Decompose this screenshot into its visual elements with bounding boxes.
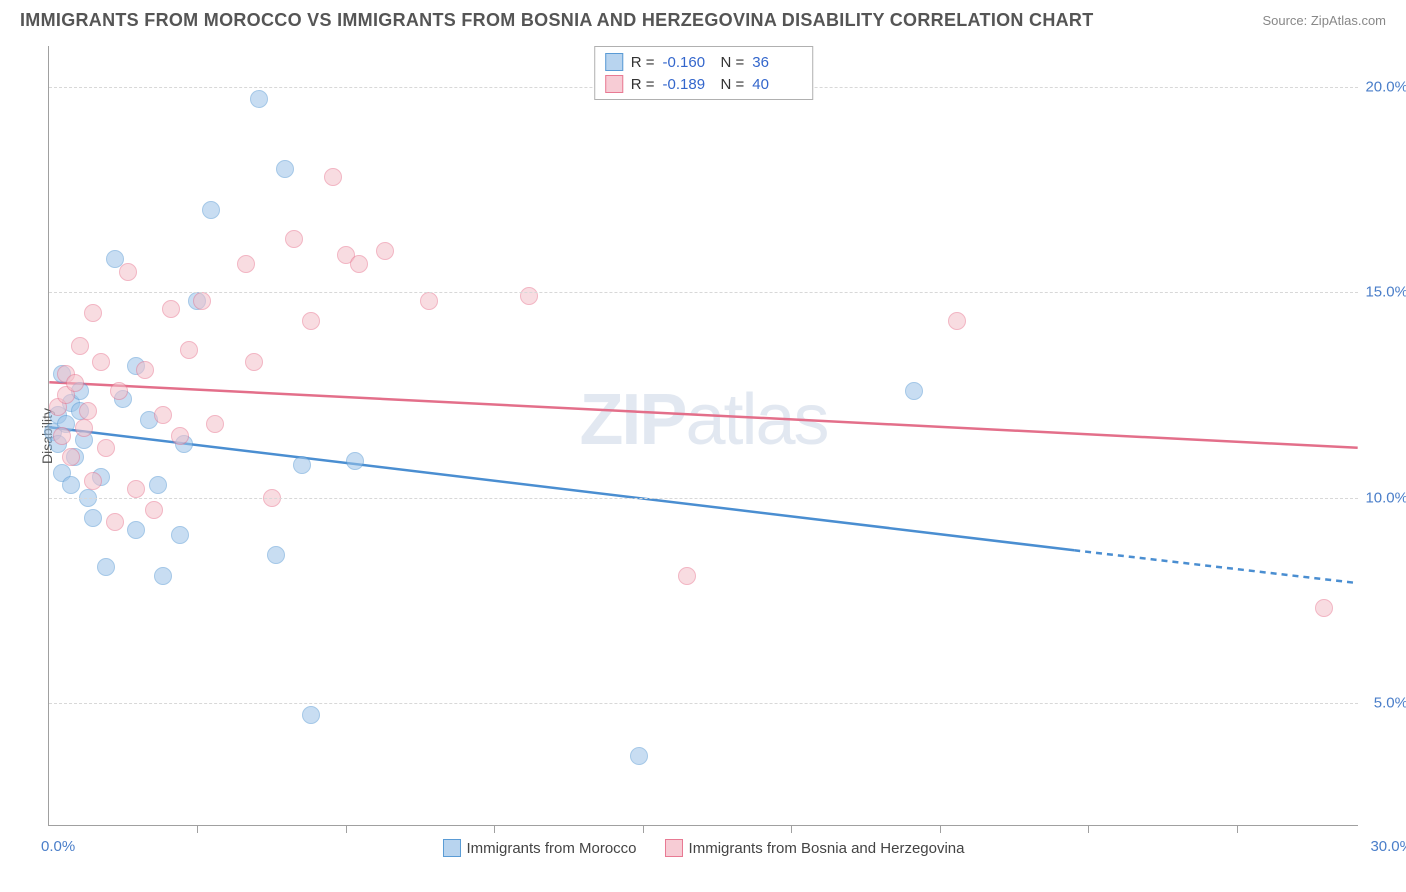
data-point [119,263,137,281]
data-point [154,406,172,424]
data-point [75,419,93,437]
data-point [62,448,80,466]
data-point [53,427,71,445]
legend-series: Immigrants from Morocco Immigrants from B… [442,839,964,857]
data-point [97,558,115,576]
n-value: 40 [752,76,802,93]
legend-label: Immigrants from Morocco [466,840,636,857]
data-point [171,427,189,445]
gridline [49,292,1358,293]
x-tick [197,825,198,833]
data-point [62,476,80,494]
legend-stat-row: R = -0.160 N = 36 [605,51,803,73]
data-point [630,747,648,765]
data-point [84,304,102,322]
data-point [293,456,311,474]
data-point [206,415,224,433]
data-point [202,201,220,219]
legend-swatch [442,839,460,857]
data-point [180,341,198,359]
plot-frame: Disability ZIPatlas R =-0.160N =36R =-0.… [48,46,1358,826]
legend-swatch [605,75,623,93]
y-tick-label: 10.0% [1365,489,1406,506]
data-point [302,706,320,724]
data-point [79,402,97,420]
data-point [110,382,128,400]
legend-swatch [665,839,683,857]
data-point [193,292,211,310]
data-point [948,312,966,330]
legend-stats: R = -0.160 N = 36 R = -0.189 N = 40 [594,46,814,100]
legend-stat-row: R = -0.189 N = 40 [605,73,803,95]
data-point [276,160,294,178]
trend-lines [49,46,1358,825]
y-tick-label: 15.0% [1365,284,1406,301]
x-tick [791,825,792,833]
data-point [285,230,303,248]
n-label: N = [721,54,745,71]
data-point [350,255,368,273]
data-point [162,300,180,318]
plot-area [49,46,1358,825]
legend-label: Immigrants from Bosnia and Herzegovina [689,840,965,857]
data-point [92,353,110,371]
data-point [237,255,255,273]
n-value: 36 [752,54,802,71]
data-point [1315,599,1333,617]
data-point [154,567,172,585]
r-value: -0.189 [663,76,713,93]
x-axis-max-label: 30.0% [1370,838,1406,855]
x-tick [940,825,941,833]
x-tick [1088,825,1089,833]
data-point [84,509,102,527]
data-point [905,382,923,400]
data-point [106,513,124,531]
data-point [376,242,394,260]
legend-item: Immigrants from Morocco [442,839,636,857]
x-axis-min-label: 0.0% [41,838,75,855]
legend-item: Immigrants from Bosnia and Herzegovina [665,839,965,857]
data-point [149,476,167,494]
r-label: R = [631,54,655,71]
gridline [49,498,1358,499]
data-point [71,337,89,355]
data-point [324,168,342,186]
data-point [145,501,163,519]
x-tick [346,825,347,833]
data-point [97,439,115,457]
chart-title: IMMIGRANTS FROM MOROCCO VS IMMIGRANTS FR… [20,10,1094,31]
data-point [127,521,145,539]
x-tick [643,825,644,833]
legend-swatch [605,53,623,71]
r-label: R = [631,76,655,93]
x-tick [1237,825,1238,833]
data-point [520,287,538,305]
data-point [267,546,285,564]
r-value: -0.160 [663,54,713,71]
data-point [678,567,696,585]
x-tick [494,825,495,833]
y-tick-label: 5.0% [1374,694,1406,711]
data-point [346,452,364,470]
source-attribution: Source: ZipAtlas.com [1262,13,1386,28]
y-tick-label: 20.0% [1365,79,1406,96]
data-point [302,312,320,330]
n-label: N = [721,76,745,93]
data-point [84,472,102,490]
data-point [245,353,263,371]
data-point [66,374,84,392]
data-point [250,90,268,108]
data-point [136,361,154,379]
data-point [420,292,438,310]
data-point [171,526,189,544]
data-point [127,480,145,498]
gridline [49,703,1358,704]
